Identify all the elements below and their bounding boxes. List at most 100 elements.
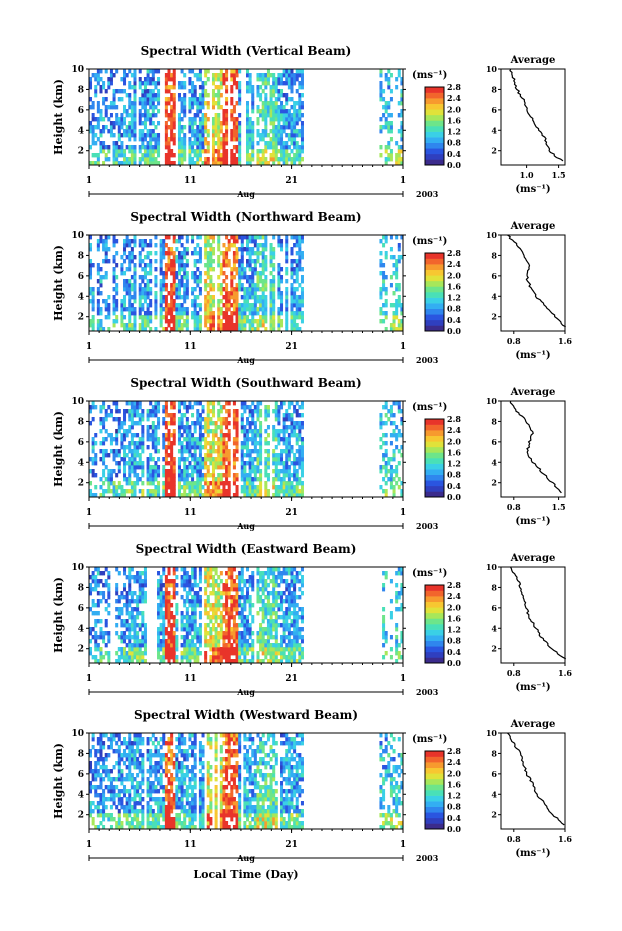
heatmap-cell	[167, 311, 171, 316]
heatmap-cell	[141, 441, 145, 446]
heatmap-cell	[107, 453, 111, 458]
heatmap-cell	[264, 405, 268, 410]
heatmap-cell	[219, 319, 223, 324]
heatmap-cell	[384, 303, 388, 308]
heatmap-cell	[120, 635, 124, 640]
heatmap-cell	[280, 149, 284, 154]
heatmap-cell	[146, 429, 150, 434]
heatmap-cell	[120, 595, 124, 600]
heatmap-cell	[104, 125, 108, 130]
heatmap-cell	[225, 583, 229, 588]
heatmap-cell	[253, 263, 257, 268]
heatmap-cell	[259, 243, 263, 248]
heatmap-cell	[248, 117, 252, 122]
heatmap-cell	[133, 469, 137, 474]
heatmap-cell	[269, 121, 273, 126]
heatmap-cell	[272, 437, 276, 442]
heatmap-cell	[138, 627, 142, 632]
heatmap-cell	[400, 255, 404, 260]
heatmap-cell	[266, 461, 270, 466]
heatmap-cell	[248, 425, 252, 430]
heatmap-cell	[89, 639, 93, 644]
heatmap-cell	[188, 631, 192, 636]
heatmap-cell	[397, 145, 401, 150]
heatmap-cell	[130, 161, 134, 166]
heatmap-cell	[191, 413, 195, 418]
heatmap-cell	[183, 449, 187, 454]
heatmap-cell	[170, 583, 174, 588]
heatmap-cell	[177, 485, 181, 490]
heatmap-cell	[130, 607, 134, 612]
heatmap-cell	[149, 303, 153, 308]
avg-y-tick-label: 8	[491, 250, 497, 260]
heatmap-cell	[172, 255, 176, 260]
heatmap-cell	[298, 93, 302, 98]
heatmap-cell	[290, 413, 294, 418]
heatmap-cell	[206, 299, 210, 304]
heatmap-cell	[123, 149, 127, 154]
heatmap-cell	[272, 77, 276, 82]
heatmap-cell	[196, 481, 200, 486]
heatmap-cell	[300, 145, 304, 150]
heatmap-cell	[222, 493, 226, 498]
heatmap-cell	[112, 449, 116, 454]
heatmap-cell	[172, 105, 176, 110]
heatmap-cell	[277, 73, 281, 78]
heatmap-cell	[102, 129, 106, 134]
heatmap-cell	[157, 141, 161, 146]
heatmap-cell	[191, 421, 195, 426]
heatmap-cell	[104, 489, 108, 494]
heatmap-cell	[209, 449, 213, 454]
heatmap-cell	[214, 599, 218, 604]
heatmap-cell	[274, 137, 278, 142]
heatmap-cell	[300, 299, 304, 304]
heatmap-cell	[157, 481, 161, 486]
heatmap-cell	[243, 655, 247, 660]
heatmap-cell	[282, 125, 286, 130]
heatmap-cell	[141, 303, 145, 308]
colorbar-swatch	[425, 159, 444, 166]
heatmap-cell	[138, 149, 142, 154]
heatmap-cell	[157, 441, 161, 446]
heatmap-cell	[248, 413, 252, 418]
heatmap-cell	[235, 417, 239, 422]
heatmap-cell	[185, 643, 189, 648]
heatmap-cell	[125, 643, 129, 648]
heatmap-cell	[264, 485, 268, 490]
heatmap-cell	[272, 109, 276, 114]
heatmap-cell	[104, 247, 108, 252]
heatmap-cell	[204, 587, 208, 592]
heatmap-cell	[225, 647, 229, 652]
heatmap-cell	[238, 161, 242, 166]
heatmap-cell	[149, 279, 153, 284]
heatmap-cell	[219, 481, 223, 486]
heatmap-cell	[298, 437, 302, 442]
heatmap-cell	[120, 619, 124, 624]
heatmap-cell	[170, 469, 174, 474]
heatmap-cell	[117, 409, 121, 414]
heatmap-cell	[225, 295, 229, 300]
heatmap-cell	[217, 315, 221, 320]
heatmap-cell	[130, 101, 134, 106]
heatmap-cell	[389, 473, 393, 478]
heatmap-cell	[222, 441, 226, 446]
heatmap-cell	[248, 437, 252, 442]
heatmap-cell	[123, 473, 127, 478]
heatmap-cell	[285, 485, 289, 490]
heatmap-cell	[222, 161, 226, 166]
heatmap-cell	[133, 623, 137, 628]
heatmap-cell	[146, 477, 150, 482]
heatmap-cell	[230, 89, 234, 94]
heatmap-cell	[251, 251, 255, 256]
heatmap-cell	[397, 327, 401, 332]
heatmap-cell	[290, 85, 294, 90]
heatmap-cell	[120, 271, 124, 276]
heatmap-cell	[89, 259, 93, 264]
heatmap-cell	[395, 85, 399, 90]
heatmap-cell	[248, 239, 252, 244]
heatmap-cell	[112, 235, 116, 240]
heatmap-cell	[185, 437, 189, 442]
heatmap-cell	[272, 133, 276, 138]
heatmap-cell	[185, 615, 189, 620]
heatmap-cell	[159, 291, 163, 296]
